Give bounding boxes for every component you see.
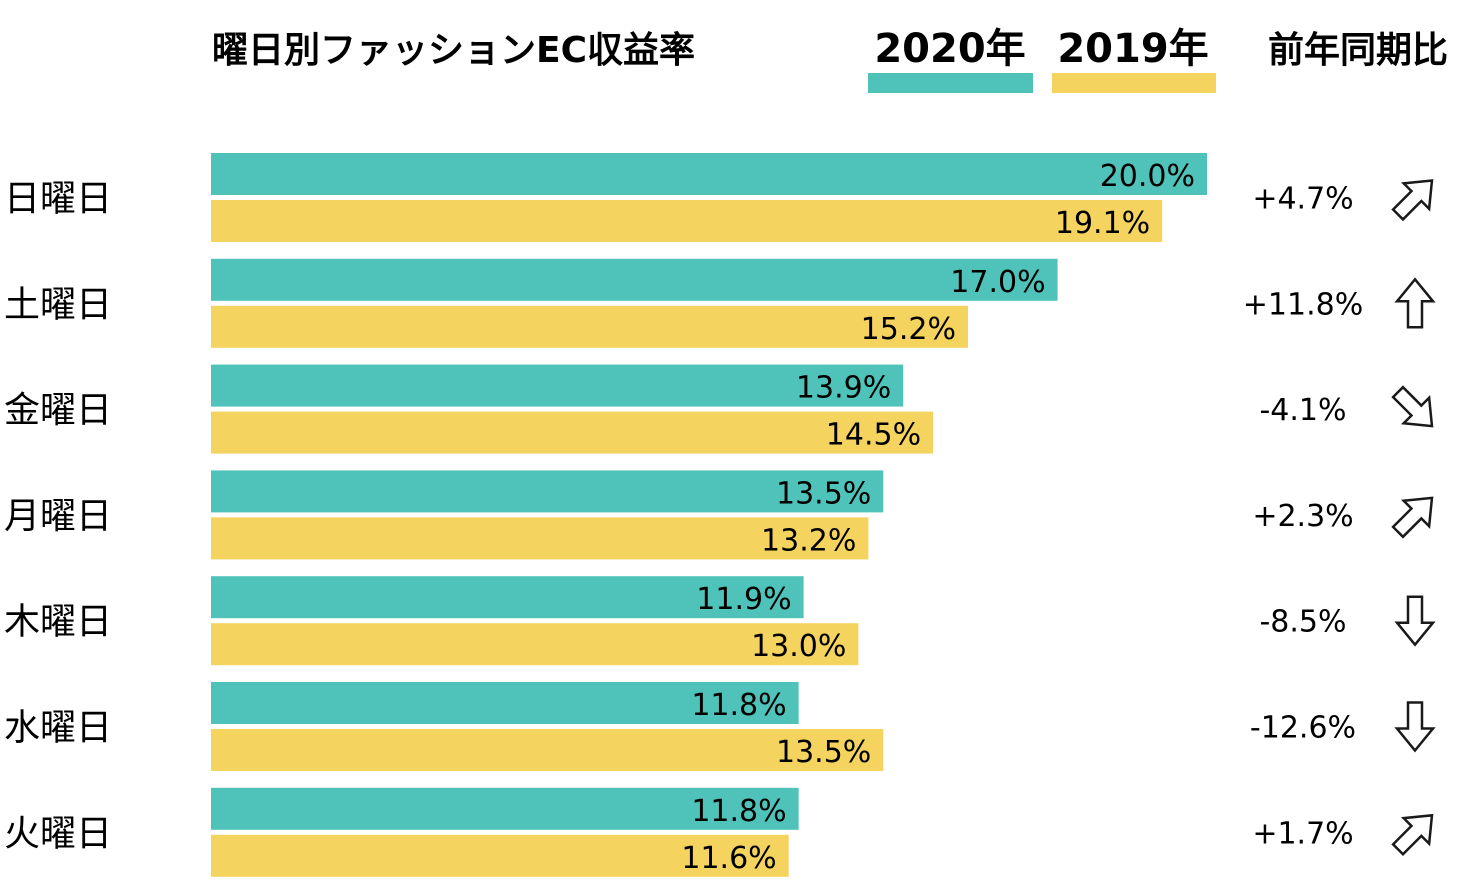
bar-2020 (211, 787, 799, 830)
bar-2019 (211, 729, 884, 771)
data-label: 11.8% (691, 794, 786, 829)
data-label: 13.9% (796, 371, 891, 406)
yoy-value: +1.7% (1252, 816, 1353, 851)
trend-arrow-icon (1391, 385, 1434, 428)
data-label: 15.2% (861, 312, 956, 347)
category-label: 火曜日 (4, 813, 112, 854)
bar-2019 (211, 411, 934, 454)
bar-2019 (211, 834, 789, 877)
bar-2020 (211, 258, 1058, 301)
bar-2020 (211, 682, 799, 724)
data-label: 20.0% (1100, 159, 1195, 194)
legend-2020-swatch (868, 73, 1033, 93)
data-label: 14.5% (826, 418, 921, 453)
yoy-header: 前年同期比 (1268, 30, 1448, 71)
yoy-value: -12.6% (1250, 711, 1356, 746)
yoy-value: +11.8% (1243, 287, 1363, 322)
data-label: 19.1% (1055, 206, 1150, 241)
data-label: 11.8% (691, 688, 786, 723)
legend-2020-label: 2020年 (874, 26, 1025, 72)
category-label: 月曜日 (4, 496, 112, 537)
category-label: 木曜日 (4, 602, 112, 643)
trend-arrow-icon (1391, 813, 1434, 856)
data-label: 13.5% (776, 476, 871, 511)
trend-arrow-icon (1391, 496, 1434, 539)
yoy-value: -4.1% (1259, 393, 1346, 428)
trend-arrow-icon (1391, 179, 1434, 222)
bar-2020 (211, 364, 904, 407)
category-label: 金曜日 (4, 390, 112, 431)
bar-2019 (211, 200, 1163, 242)
data-label: 11.9% (696, 582, 791, 617)
yoy-value: +4.7% (1252, 182, 1353, 217)
chart-title: 曜日別ファッションEC収益率 (212, 30, 695, 71)
data-label: 13.2% (761, 523, 856, 558)
yoy-value: +2.3% (1252, 499, 1353, 534)
legend-2019-label: 2019年 (1057, 26, 1208, 72)
trend-arrow-icon (1394, 277, 1436, 329)
yoy-value: -8.5% (1259, 605, 1346, 640)
trend-arrow-icon (1394, 701, 1436, 753)
legend-2019-swatch (1052, 73, 1216, 93)
bar-2020 (211, 576, 804, 619)
bar-2019 (211, 517, 869, 560)
data-label: 13.0% (751, 629, 846, 664)
bar-2020 (211, 470, 884, 513)
data-label: 13.5% (776, 735, 871, 770)
trend-arrow-icon (1394, 595, 1436, 647)
category-label: 土曜日 (4, 284, 112, 325)
data-label: 17.0% (950, 265, 1045, 300)
category-label: 日曜日 (4, 179, 112, 220)
bar-2019 (211, 623, 859, 666)
category-label: 水曜日 (4, 708, 112, 749)
chart-rows: 日曜日 20.0% 19.1% +4.7% 土曜日 17.0% 15.2% +11.8% 金曜日… (4, 153, 1436, 877)
bar-2019 (211, 305, 968, 348)
data-label: 11.6% (681, 841, 776, 876)
bar-2020 (211, 153, 1207, 195)
